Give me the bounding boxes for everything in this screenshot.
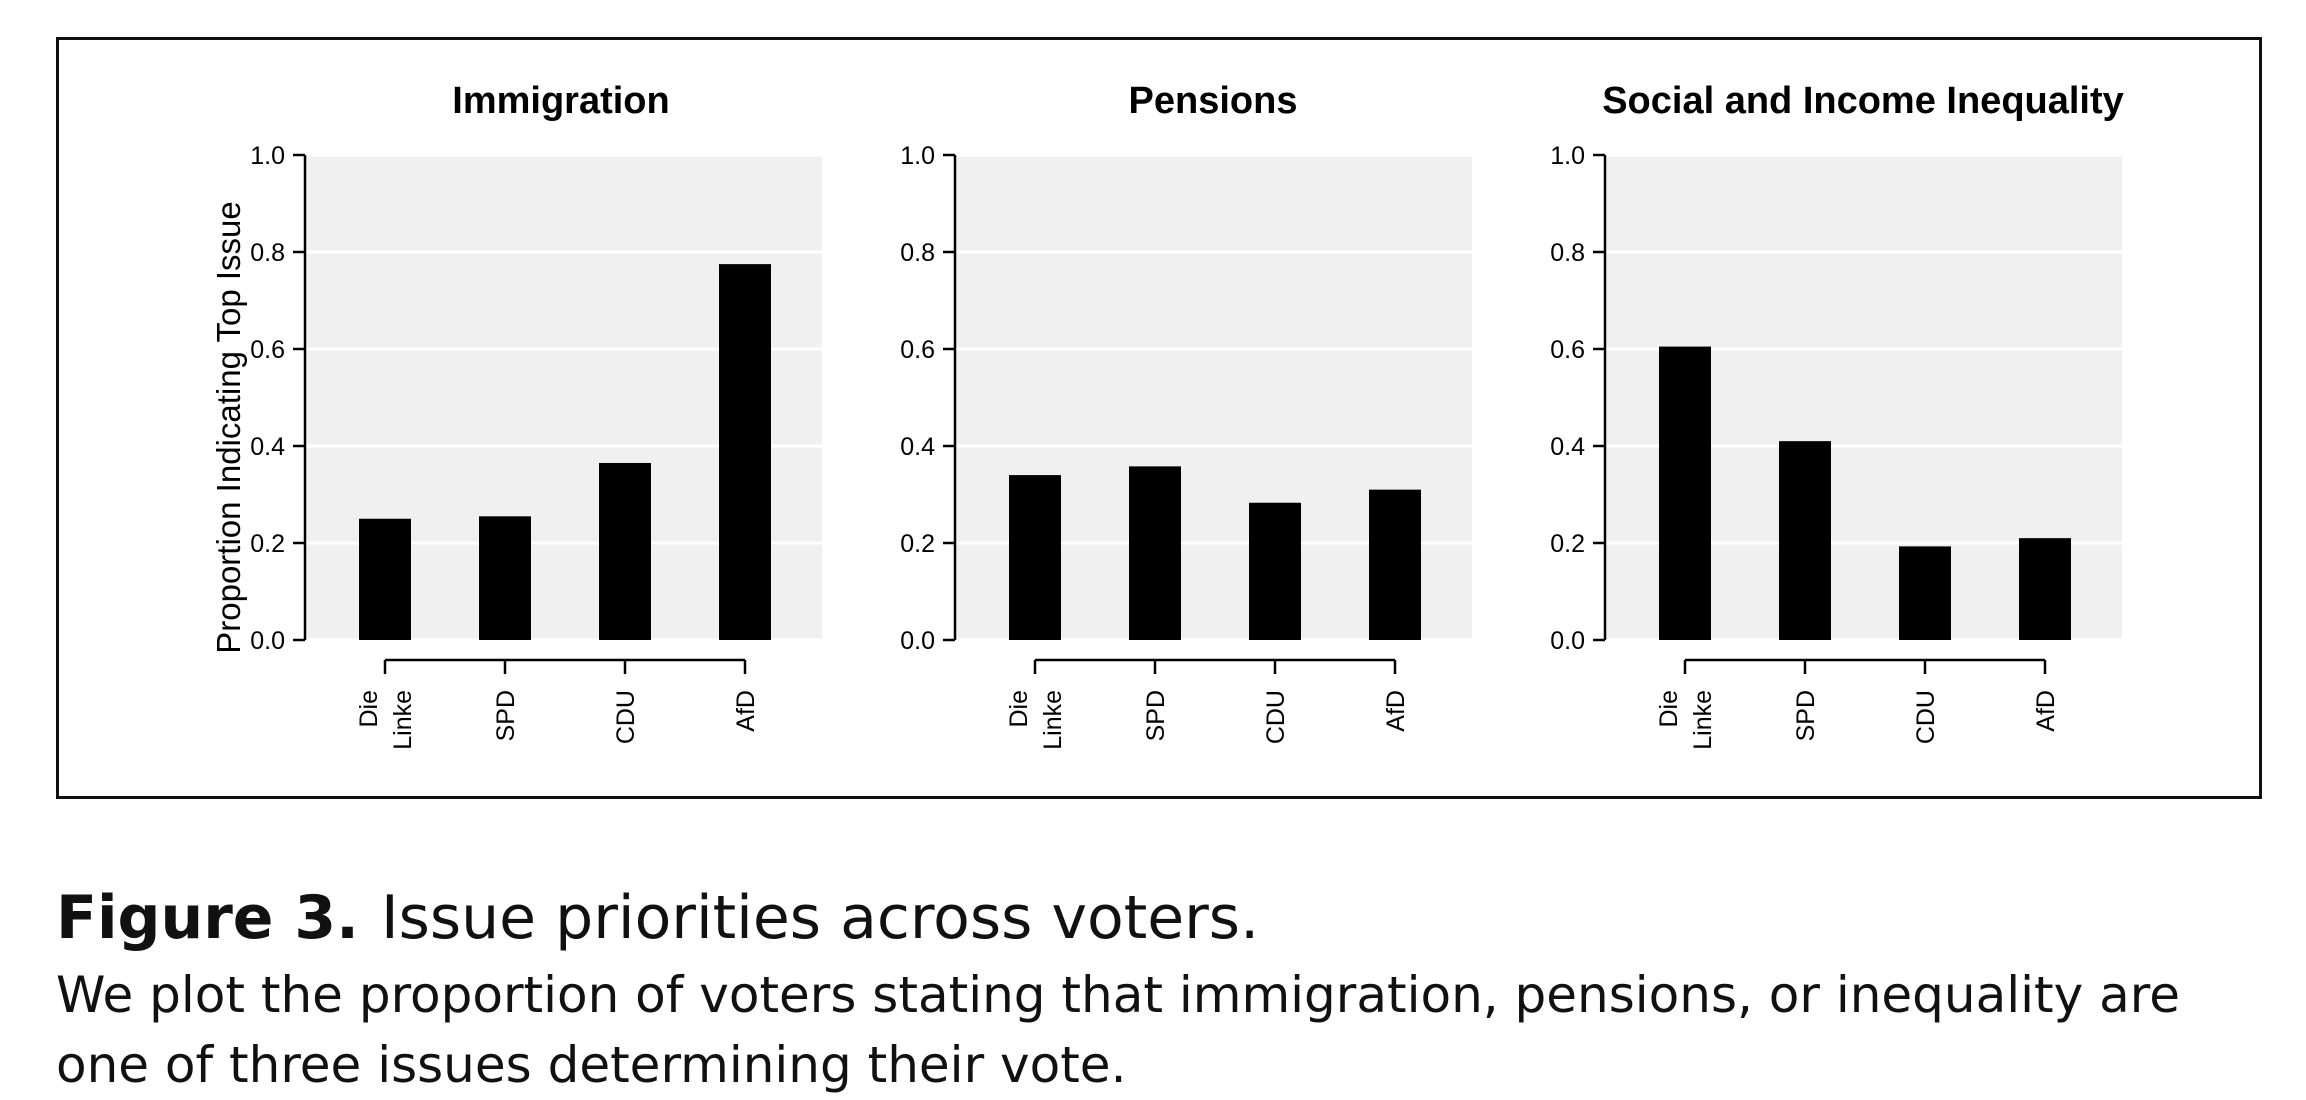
x-tick-label-line: SPD <box>1792 690 1820 741</box>
x-tick-label-line: SPD <box>1142 690 1170 741</box>
caption-title: Issue priorities across voters. <box>380 883 1260 953</box>
y-tick-label: 0.8 <box>250 239 285 267</box>
x-tick-label: AfD <box>2032 690 2060 732</box>
chart-title: Immigration <box>452 80 669 122</box>
y-tick-label: 0.4 <box>250 433 285 461</box>
x-tick-label-line: Die <box>1005 690 1033 728</box>
x-tick-label-line: Linke <box>1039 690 1067 750</box>
bar <box>1009 475 1061 640</box>
caption-label: Figure 3. <box>56 883 359 953</box>
bar <box>1659 346 1711 640</box>
x-tick-label-line: SPD <box>492 690 520 741</box>
y-tick-label: 0.2 <box>900 530 935 558</box>
bar <box>719 264 771 640</box>
x-tick-label: SPD <box>1142 690 1170 741</box>
x-tick-label-line: Die <box>1655 690 1683 728</box>
caption-heading: Figure 3. Issue priorities across voters. <box>56 880 2276 956</box>
y-tick-label: 0.4 <box>1550 433 1585 461</box>
x-tick-label-line: CDU <box>612 690 640 744</box>
chart-title: Pensions <box>1129 80 1298 122</box>
x-tick-label: AfD <box>1382 690 1410 732</box>
y-tick-label: 1.0 <box>250 142 285 170</box>
figure-caption: Figure 3. Issue priorities across voters.… <box>56 880 2276 1100</box>
y-tick-label: 0.0 <box>250 627 285 655</box>
x-tick-label: Die Linke <box>1005 690 1067 750</box>
y-axis-label: Proportion Indicating Top Issue <box>210 201 247 654</box>
figure-frame: 0.0 0.2 0.4 0.6 0.8 1.0 Die Linke SPD CDU AfD Immig… <box>56 37 2262 799</box>
x-tick-label-line: CDU <box>1262 690 1290 744</box>
chart-title: Social and Income Inequality <box>1602 80 2124 122</box>
y-tick-label: 0.8 <box>1550 239 1585 267</box>
y-tick-label: 0.4 <box>900 433 935 461</box>
x-tick-label: CDU <box>1912 690 1940 744</box>
bar <box>1129 466 1181 640</box>
bar <box>2019 538 2071 640</box>
x-tick-label-line: AfD <box>732 690 760 732</box>
caption-body: We plot the proportion of voters stating… <box>56 966 2180 1094</box>
chart-panel-3: 0.0 0.2 0.4 0.6 0.8 1.0 Die Linke SPD CDU AfD Socia… <box>1550 80 2124 750</box>
y-tick-label: 1.0 <box>1550 142 1585 170</box>
bar <box>1899 546 1951 640</box>
x-tick-label: AfD <box>732 690 760 732</box>
bar <box>599 462 651 640</box>
bar <box>1369 489 1421 640</box>
y-tick-label: 0.2 <box>1550 530 1585 558</box>
x-tick-label-line: Linke <box>389 690 417 750</box>
x-tick-label: CDU <box>612 690 640 744</box>
y-tick-label: 0.0 <box>900 627 935 655</box>
x-tick-label: SPD <box>492 690 520 741</box>
y-tick-label: 0.6 <box>900 336 935 364</box>
bar <box>359 518 411 640</box>
y-tick-label: 0.2 <box>250 530 285 558</box>
x-tick-label-line: Linke <box>1689 690 1717 750</box>
chart-panel-2: 0.0 0.2 0.4 0.6 0.8 1.0 Die Linke SPD CDU AfD Pensi… <box>900 80 1472 750</box>
y-tick-label: 0.6 <box>1550 336 1585 364</box>
chart-panel-1: 0.0 0.2 0.4 0.6 0.8 1.0 Die Linke SPD CDU AfD Immig… <box>210 80 822 750</box>
x-tick-label: Die Linke <box>1655 690 1717 750</box>
x-tick-label: SPD <box>1792 690 1820 741</box>
y-tick-label: 0.6 <box>250 336 285 364</box>
x-tick-label-line: AfD <box>1382 690 1410 732</box>
x-tick-label: CDU <box>1262 690 1290 744</box>
y-tick-label: 0.8 <box>900 239 935 267</box>
x-tick-label: Die Linke <box>355 690 417 750</box>
x-tick-label-line: CDU <box>1912 690 1940 744</box>
y-tick-label: 1.0 <box>900 142 935 170</box>
y-tick-label: 0.0 <box>1550 627 1585 655</box>
x-tick-label-line: AfD <box>2032 690 2060 732</box>
bar <box>1249 502 1301 640</box>
x-tick-label-line: Die <box>355 690 383 728</box>
bar <box>1779 441 1831 640</box>
bar <box>479 516 531 640</box>
